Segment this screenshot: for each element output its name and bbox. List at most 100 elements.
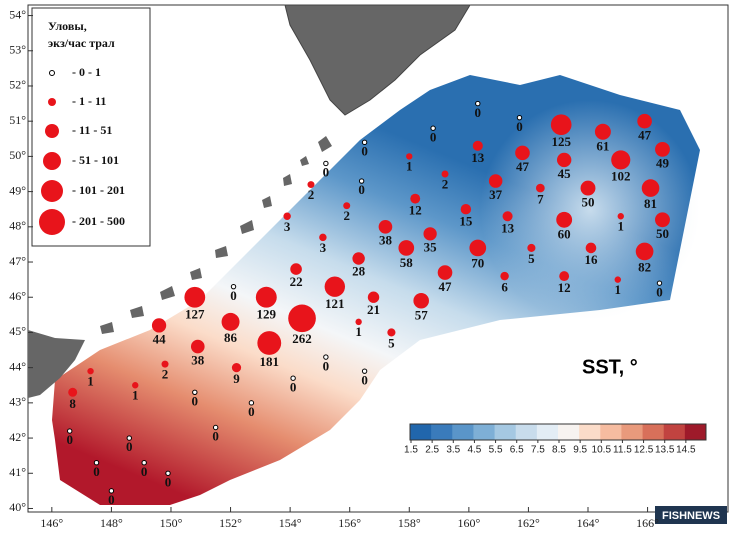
catch-point [367, 291, 380, 303]
catch-point [231, 363, 242, 373]
y-tick-label: 41° [9, 465, 26, 479]
catch-label: 86 [224, 330, 238, 345]
catch-label: 102 [611, 168, 631, 183]
x-tick-label: 156° [338, 516, 361, 530]
catch-label: 57 [415, 308, 429, 323]
catch-point [472, 140, 483, 151]
catch-label: 0 [430, 129, 437, 144]
catch-point [192, 389, 198, 395]
catch-point [469, 239, 487, 257]
y-tick-label: 46° [9, 289, 26, 303]
y-tick-label: 43° [9, 395, 26, 409]
catch-label: 1 [615, 282, 622, 297]
catch-label: 9 [233, 371, 240, 386]
catch-label: 50 [656, 226, 669, 241]
catch-label: 38 [191, 352, 205, 367]
colorbar-swatch [410, 424, 432, 440]
y-tick-label: 54° [9, 7, 26, 21]
y-tick-label: 44° [9, 359, 26, 373]
catch-point [190, 339, 205, 354]
sst-east [480, 100, 700, 320]
catch-point [500, 271, 509, 281]
catch-label: 61 [596, 139, 609, 154]
catch-label: 0 [358, 182, 365, 197]
hokkaido [28, 330, 85, 398]
catch-point [580, 180, 596, 196]
x-tick-label: 152° [219, 516, 242, 530]
watermark: FISHNEWS [662, 510, 720, 522]
catch-label: 2 [162, 367, 169, 382]
catch-label: 0 [361, 143, 368, 158]
catch-point [151, 318, 167, 333]
catch-point [324, 276, 346, 297]
catch-point [585, 242, 597, 254]
catch-point [319, 233, 327, 242]
legend-symbol [43, 152, 61, 170]
y-tick-label: 52° [9, 78, 26, 92]
colorbar-frame [409, 423, 707, 441]
catch-point [550, 114, 572, 136]
catch-point [68, 387, 78, 397]
catch-point [387, 328, 396, 337]
colorbar-label: 11.5 [613, 445, 632, 456]
catch-point [637, 113, 652, 129]
colorbar-swatch [536, 424, 559, 440]
catch-point [248, 400, 255, 406]
catch-label: 125 [551, 134, 571, 149]
colorbar-swatch [431, 424, 453, 440]
catch-point [527, 243, 536, 253]
y-tick-label: 48° [9, 219, 26, 233]
catch-point [132, 382, 139, 389]
y-tick-label: 42° [9, 430, 26, 444]
catch-point [230, 283, 237, 290]
watermark-bg [655, 506, 727, 524]
y-tick-label: 49° [9, 183, 26, 197]
catch-point [288, 304, 316, 333]
x-tick-label: 150° [160, 516, 183, 530]
y-tick-label: 45° [9, 324, 26, 338]
catch-point [437, 265, 453, 280]
x-tick-label: 146° [40, 516, 63, 530]
legend-entry: - 51 - 101 [72, 153, 119, 167]
catch-point [656, 280, 663, 286]
catch-label: 21 [367, 302, 380, 317]
colorbar-swatch [452, 424, 474, 440]
catch-label: 181 [260, 354, 280, 369]
legend-symbols [39, 70, 65, 235]
catch-label: 60 [558, 227, 571, 242]
catch-label: 81 [644, 196, 657, 211]
legend-symbol [39, 209, 65, 235]
catch-point [212, 424, 219, 431]
colorbar-label: 3.5 [446, 445, 460, 456]
catch-label: 12 [558, 280, 571, 295]
catch-label: 2 [343, 208, 350, 223]
catch-label: 0 [108, 492, 115, 507]
catch-label: 0 [656, 284, 663, 299]
colorbar-swatch [473, 424, 496, 440]
catch-label: 0 [126, 439, 133, 454]
catch-label: 0 [141, 464, 148, 479]
colorbar-swatch [579, 424, 601, 440]
x-tick-label: 158° [398, 516, 421, 530]
catch-point [290, 263, 302, 275]
catch-point [406, 153, 413, 160]
legend-symbol [41, 180, 63, 202]
catch-label: 22 [290, 274, 303, 289]
catch-point [617, 213, 624, 220]
catch-label: 1 [132, 387, 139, 402]
x-tick-label: 154° [279, 516, 302, 530]
catch-point [516, 114, 523, 121]
catch-point [126, 435, 132, 441]
catch-point [515, 145, 530, 161]
catch-label: 3 [284, 219, 291, 234]
catch-label: 0 [475, 105, 482, 120]
catch-label: 1 [406, 159, 413, 174]
catch-point [161, 360, 169, 368]
catch-point [93, 460, 100, 466]
catch-point [355, 318, 362, 326]
catch-label: 121 [325, 296, 345, 311]
y-tick-label: 47° [9, 254, 26, 268]
colorbar-swatch [621, 424, 644, 440]
catch-label: 1 [618, 218, 625, 233]
y-tick-label: 51° [9, 113, 26, 127]
